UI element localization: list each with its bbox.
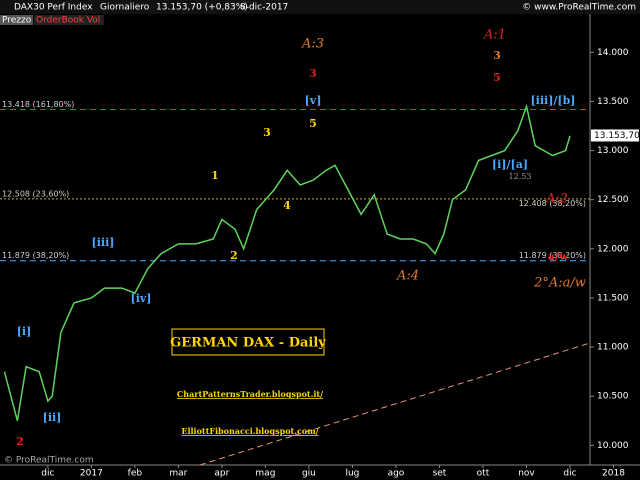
x-tick-label: dic: [41, 469, 54, 479]
y-tick-label: 10.500: [597, 392, 629, 402]
wave-label: [iii]: [92, 236, 115, 249]
wave-label: 2°A:a/w: [533, 276, 586, 291]
tab[interactable]: [34, 15, 104, 25]
x-tick-label: mag: [255, 469, 275, 479]
y-tick-label: 14.000: [597, 48, 629, 58]
wave-label: 1: [211, 169, 219, 182]
wave-label: 2: [16, 435, 24, 448]
trend-line: [199, 342, 591, 466]
quote: 13.153,70 (+0,83%): [156, 3, 248, 13]
y-tick-label: 13.500: [597, 97, 629, 107]
wave-label: 4: [283, 199, 291, 212]
y-tick-label: 10.000: [597, 441, 629, 451]
x-tick-label: apr: [214, 469, 229, 479]
wave-label: [ii]: [43, 411, 62, 424]
title-box: [171, 328, 325, 356]
wave-label: a/w: [548, 250, 569, 263]
level-label: 11.879 (38,20%): [2, 251, 69, 260]
x-tick-label: nov: [518, 469, 535, 479]
y-tick-label: 11.500: [597, 293, 629, 303]
wave-label: ChartPatternsTrader.blogspot.it/: [177, 389, 323, 399]
tab[interactable]: [0, 15, 33, 25]
wave-label: A:3: [301, 37, 324, 52]
x-tick-label: lug: [345, 469, 359, 479]
wave-label: A:4: [396, 269, 419, 284]
x-tick-label: 2018: [602, 469, 625, 479]
x-tick-label: giu: [302, 469, 316, 479]
wave-label: A:2: [545, 192, 568, 207]
wave-label: GERMAN DAX - Daily: [170, 336, 326, 351]
level-label: 13.418 (161,80%): [2, 100, 74, 109]
wave-label: [i]/[a]: [492, 158, 528, 171]
x-tick-label: feb: [128, 469, 143, 479]
date: 8-dic-2017: [240, 3, 288, 13]
tab-label[interactable]: Prezzo: [2, 16, 32, 26]
x-tick-label: ott: [477, 469, 490, 479]
wave-label: 5: [493, 71, 501, 84]
wave-label: 3: [493, 49, 501, 62]
wave-label: [i]: [17, 325, 32, 338]
period: Giornaliero: [100, 3, 150, 13]
wave-label: A:1: [483, 28, 506, 43]
level-label: 12.508 (23,60%): [2, 189, 69, 198]
wave-label: [v]: [305, 94, 322, 107]
last-price-tag: [591, 129, 639, 142]
x-tick-label: 2017: [80, 469, 103, 479]
x-tick-label: ago: [388, 469, 405, 479]
symbol: DAX30 Perf Index: [14, 3, 93, 13]
tab-label[interactable]: OrderBook Vol: [36, 16, 100, 26]
wave-label: ElliottFibonacci.blogspot.com/: [181, 426, 318, 436]
y-tick-label: 12.500: [597, 195, 629, 205]
wave-label: 12.53: [509, 172, 532, 181]
y-tick-label: 13.000: [597, 146, 629, 156]
wave-label: 3: [263, 126, 271, 139]
last-price-label: 13.153,70: [594, 131, 640, 141]
wave-label: 5: [309, 117, 317, 130]
price-line: [3, 103, 571, 421]
x-tick-label: dic: [563, 469, 576, 479]
header-bar: [0, 0, 640, 14]
level-label: 12.408 (38,20%): [519, 199, 586, 208]
wave-label: 3: [309, 67, 317, 80]
level-label: 11.879 (38,20%): [519, 251, 586, 260]
wave-label: 2: [230, 249, 238, 262]
wave-label: [iii]/[b]: [530, 94, 575, 107]
y-tick-label: 11.000: [597, 343, 629, 353]
x-tick-label: set: [433, 469, 447, 479]
footer: © ProRealTime.com: [4, 456, 94, 466]
x-tick-label: mar: [169, 469, 187, 479]
y-tick-label: 12.000: [597, 244, 629, 254]
wave-label: [iv]: [131, 292, 152, 305]
source: © www.ProRealTime.com: [522, 3, 636, 13]
